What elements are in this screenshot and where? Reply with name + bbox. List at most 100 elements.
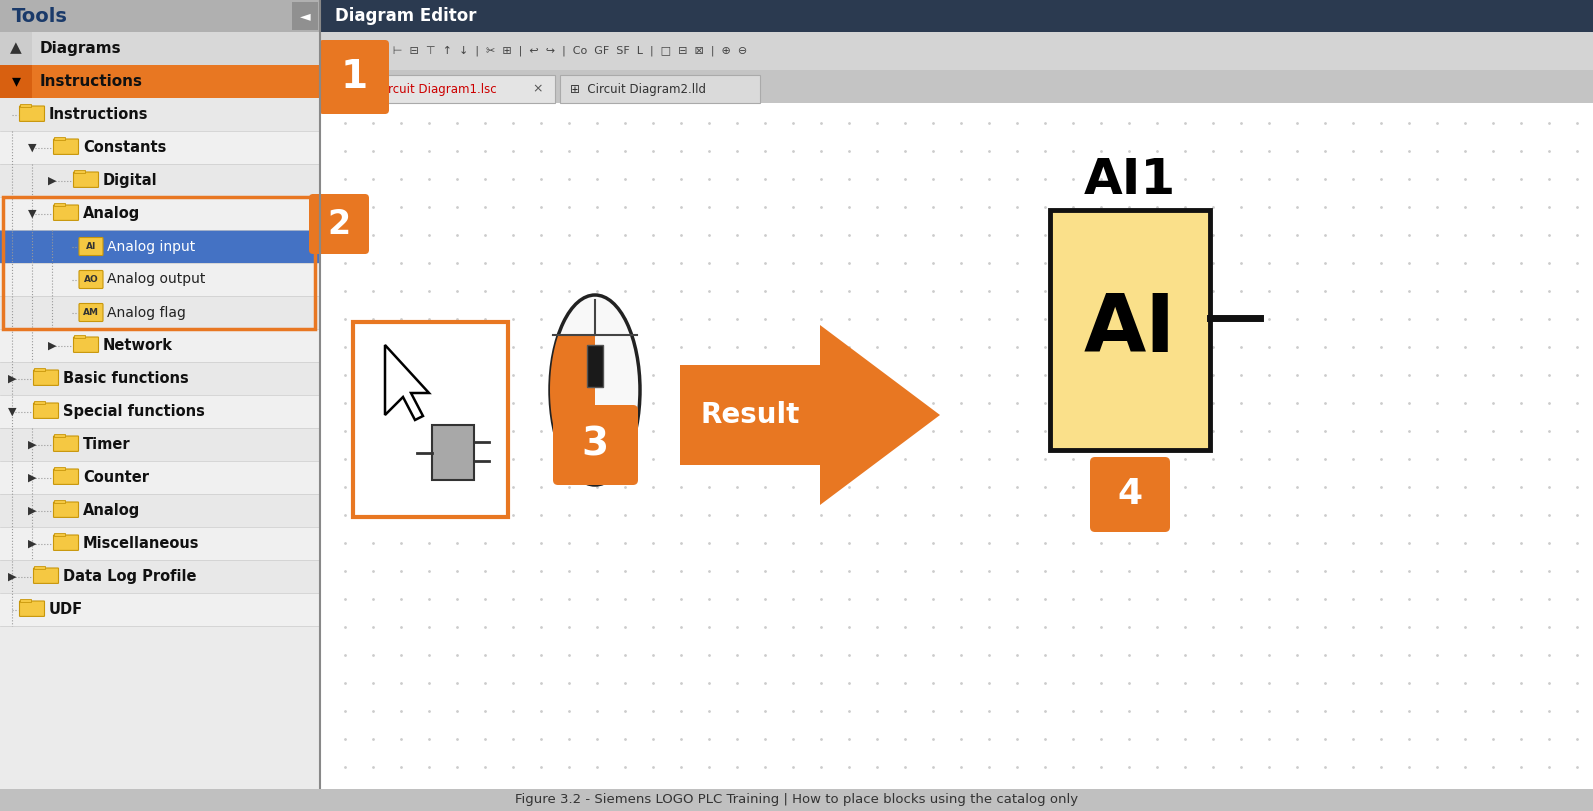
FancyBboxPatch shape [54, 469, 78, 484]
Text: 2: 2 [328, 208, 350, 241]
Bar [54, 137, 65, 140]
FancyBboxPatch shape [54, 436, 78, 452]
Bar [320, 103, 1593, 811]
Text: Result: Result [701, 401, 800, 429]
Bar [561, 75, 760, 103]
FancyBboxPatch shape [80, 238, 104, 255]
Text: ▼: ▼ [8, 406, 16, 417]
FancyBboxPatch shape [309, 194, 370, 254]
Bar [0, 560, 320, 593]
Text: UDF: UDF [49, 602, 83, 617]
Text: Instructions: Instructions [40, 74, 143, 88]
Text: Analog flag: Analog flag [107, 306, 186, 320]
Bar [0, 98, 320, 811]
Bar [320, 0, 1593, 32]
Text: AO: AO [83, 275, 99, 284]
FancyBboxPatch shape [80, 271, 104, 289]
Text: Analog: Analog [83, 503, 140, 518]
Text: ◄: ◄ [299, 9, 311, 23]
Bar [0, 230, 320, 263]
Bar [0, 32, 320, 65]
Bar [0, 362, 320, 395]
Text: 1: 1 [341, 58, 368, 96]
FancyBboxPatch shape [73, 172, 99, 187]
FancyBboxPatch shape [73, 337, 99, 353]
Bar [0, 494, 320, 527]
Text: ▾: ▾ [11, 72, 21, 90]
Bar [320, 70, 1593, 103]
Bar [354, 322, 508, 517]
Text: ▼: ▼ [29, 208, 37, 218]
Bar [54, 500, 65, 504]
Bar [0, 0, 320, 32]
Text: rcuit Diagram1.lsc: rcuit Diagram1.lsc [389, 83, 497, 96]
Text: ▼: ▼ [29, 143, 37, 152]
FancyBboxPatch shape [54, 205, 78, 221]
FancyBboxPatch shape [54, 139, 78, 154]
Bar [0, 461, 320, 494]
Bar [54, 434, 65, 437]
Text: ▶: ▶ [29, 473, 37, 483]
Bar [381, 75, 554, 103]
Bar [0, 98, 320, 131]
Bar [0, 65, 32, 98]
Text: Tools: Tools [13, 6, 68, 25]
Bar [3, 197, 315, 329]
Text: Instructions: Instructions [49, 107, 148, 122]
Bar [0, 131, 320, 164]
Polygon shape [550, 335, 596, 485]
Bar [292, 2, 319, 30]
FancyBboxPatch shape [33, 403, 59, 418]
Text: ▶: ▶ [29, 539, 37, 548]
Bar [33, 566, 45, 569]
Text: Analog output: Analog output [107, 272, 205, 286]
Bar [0, 164, 320, 197]
Text: Analog input: Analog input [107, 239, 196, 254]
Bar [21, 599, 30, 603]
FancyBboxPatch shape [33, 370, 59, 385]
Text: ▶: ▶ [8, 374, 16, 384]
Text: AI1: AI1 [1083, 156, 1176, 204]
Text: ▶: ▶ [29, 505, 37, 516]
Text: Basic functions: Basic functions [64, 371, 188, 386]
Bar [73, 170, 84, 174]
Text: Figure 3.2 - Siemens LOGO PLC Training | How to place blocks using the catalog o: Figure 3.2 - Siemens LOGO PLC Training |… [515, 793, 1078, 806]
Text: 4: 4 [1117, 478, 1142, 512]
FancyBboxPatch shape [319, 40, 389, 114]
Text: Diagram Editor: Diagram Editor [335, 7, 476, 25]
Polygon shape [386, 345, 429, 420]
Text: Special functions: Special functions [64, 404, 205, 419]
FancyBboxPatch shape [33, 568, 59, 583]
Bar [0, 428, 320, 461]
FancyBboxPatch shape [54, 502, 78, 517]
Bar [54, 533, 65, 536]
Text: ▶: ▶ [48, 341, 56, 350]
Text: Miscellaneous: Miscellaneous [83, 536, 199, 551]
Text: 3: 3 [581, 426, 609, 464]
Bar [21, 104, 30, 107]
FancyBboxPatch shape [19, 106, 45, 122]
Bar [0, 395, 320, 428]
Text: Diagrams: Diagrams [40, 41, 121, 55]
Bar [73, 335, 84, 338]
Bar [432, 425, 475, 480]
Bar [0, 197, 320, 230]
Polygon shape [680, 325, 940, 505]
Text: Network: Network [104, 338, 174, 353]
Text: AI: AI [86, 242, 96, 251]
FancyBboxPatch shape [19, 601, 45, 616]
Bar [586, 345, 604, 387]
Bar [33, 368, 45, 371]
FancyBboxPatch shape [54, 535, 78, 551]
Text: AM: AM [83, 308, 99, 317]
Bar [0, 32, 32, 65]
Bar [0, 296, 320, 329]
Text: ⊞  Circuit Diagram2.lld: ⊞ Circuit Diagram2.lld [570, 83, 706, 96]
Text: ▲: ▲ [10, 41, 22, 55]
FancyBboxPatch shape [553, 405, 639, 485]
Text: AI: AI [1083, 291, 1176, 369]
Text: Data Log Profile: Data Log Profile [64, 569, 196, 584]
Text: Analog: Analog [83, 206, 140, 221]
Bar [0, 329, 320, 362]
Text: ▶: ▶ [8, 572, 16, 581]
